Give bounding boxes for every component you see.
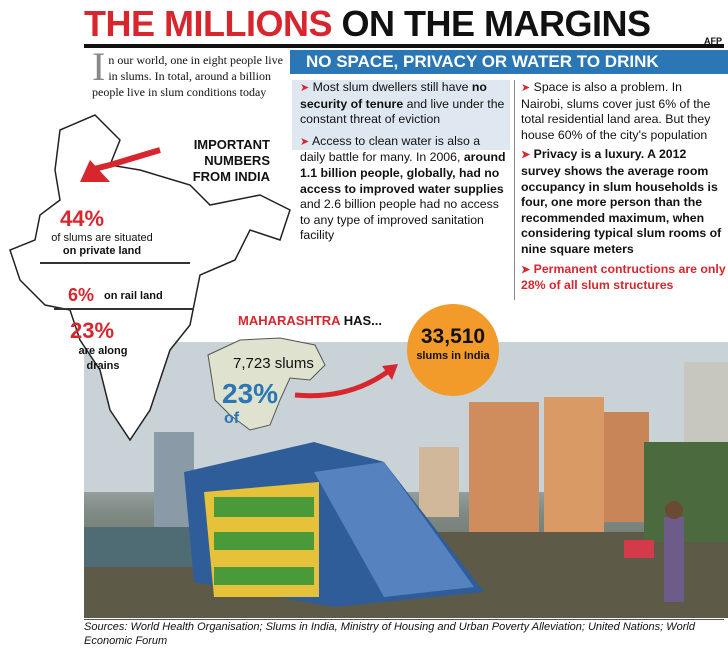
tenure-text-c: and live under the constant threat of ev… — [300, 96, 505, 127]
tenure-text-a: Most slum dwellers still have — [312, 80, 472, 94]
section-header-bar — [290, 50, 728, 74]
photo-credit: AFP — [704, 36, 722, 46]
title-rule — [84, 44, 724, 48]
column-2: ➤ Space is also a problem. In Nairobi, s… — [521, 80, 726, 294]
stat-divider — [40, 262, 190, 264]
photo-scene — [84, 342, 728, 618]
highlight-box — [292, 80, 510, 150]
india-total-circle — [407, 304, 499, 396]
privacy-text: Privacy is a luxury. A 2012 survey shows… — [521, 147, 722, 256]
sources-rule — [84, 619, 724, 620]
sources-text: Sources: World Health Organisation; Slum… — [84, 621, 695, 647]
bullet-privacy: ➤ Privacy is a luxury. A 2012 survey sho… — [521, 147, 726, 257]
title-highlight: THE MILLIONS — [84, 3, 333, 44]
drop-cap: I — [92, 44, 106, 89]
india-total-number: 33,510 — [420, 325, 486, 348]
maharashtra-map-icon — [207, 337, 398, 431]
column-divider — [514, 80, 515, 300]
arrow-icon: ➤ — [521, 263, 531, 276]
stat-private-land-text-b: on private land — [62, 245, 142, 257]
stat-divider — [54, 308, 194, 310]
stat-private-land-text-a: of slums are situated — [51, 232, 153, 244]
bullet-tenure: ➤ Most slum dwellers still have no secur… — [300, 80, 506, 128]
maharashtra-label: MAHARASHTRA HAS... — [238, 313, 382, 328]
india-total-text: slums in India — [416, 350, 490, 362]
slum-photo — [84, 342, 728, 618]
water-text-a: Access to clean water is also a daily ba… — [300, 133, 481, 165]
column-1: ➤ Most slum dwellers still have no secur… — [300, 80, 506, 244]
arrow-icon: ➤ — [521, 149, 531, 162]
water-text-b: around 1.1 billion people, globally, had… — [300, 150, 506, 196]
bullet-water: ➤ Access to clean water is also a daily … — [300, 134, 506, 244]
tenure-text-b: no security of tenure — [300, 80, 487, 111]
stat-drains-text: are along drains — [78, 345, 128, 372]
arrow-icon: ➤ — [300, 135, 310, 148]
stat-private-land-text: of slums are situated on private land — [32, 232, 172, 258]
maharashtra-name: MAHARASHTRA — [238, 313, 341, 328]
arrow-icon: ➤ — [300, 82, 310, 94]
maharashtra-has: HAS... — [340, 313, 382, 328]
stat-drains-pct: 23% — [70, 318, 115, 343]
maharashtra-of: of — [224, 410, 240, 427]
india-map-icon — [9, 114, 291, 442]
bullet-space: ➤ Space is also a problem. In Nairobi, s… — [521, 80, 726, 143]
water-text-c: and 2.6 billion people had no access to … — [300, 197, 499, 243]
stat-private-land-pct: 44% — [60, 206, 105, 231]
page-title: THE MILLIONS ON THE MARGINS — [84, 4, 651, 44]
arrow-icon: ➤ — [521, 82, 531, 94]
space-text: Space is also a problem. In Nairobi, slu… — [521, 80, 711, 142]
bullet-permanent: ➤ Permanent contructions are only 28% of… — [521, 262, 726, 294]
india-label: IMPORTANT NUMBERS FROM INDIA — [192, 137, 270, 184]
intro-text: n our world, one in eight people live in… — [92, 53, 283, 99]
title-rest: ON THE MARGINS — [332, 3, 652, 44]
stat-rail-land-pct: 6% — [68, 285, 95, 305]
permanent-text: Permanent contructions are only 28% of a… — [521, 261, 726, 293]
maharashtra-pct: 23% — [222, 378, 279, 409]
stat-rail-land-text: on rail land — [104, 290, 163, 302]
section-heading: NO SPACE, PRIVACY OR WATER TO DRINK — [306, 52, 659, 71]
maharashtra-slums: 7,723 slums — [233, 355, 314, 372]
